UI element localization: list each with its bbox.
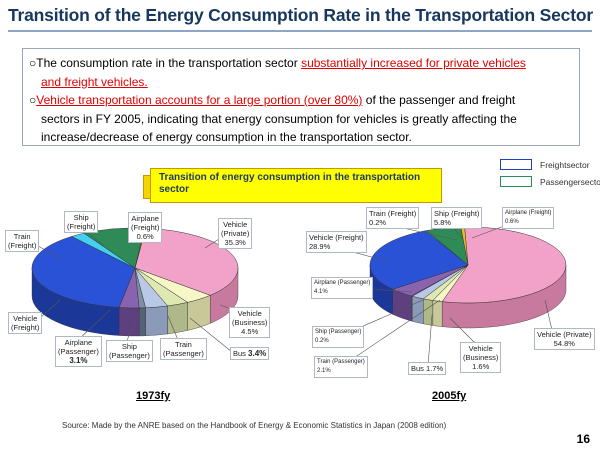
label-1973-bus-value: 3.4% [248, 349, 267, 358]
summary-paragraph-2-line3: increase/decrease of energy consumption … [41, 130, 412, 144]
summary-paragraph-1b: and freight vehicles. [29, 73, 573, 92]
label-1973-airplane-passenger-text: Airplane (Passenger) [58, 338, 99, 356]
label-1973-vehicle-freight-text: Vehicle (Freight) [11, 314, 40, 332]
label-2005-train-freight: Train (Freight) 0.2% [366, 207, 420, 229]
label-1973-airplane-passenger: Airplane (Passenger) 3.1% [55, 336, 102, 367]
pie-2005-side-vehicle-business [432, 300, 443, 327]
leader-line [87, 232, 104, 246]
source-note: Source: Made by the ANRE based on the Ha… [62, 421, 447, 430]
label-1973-vehicle-freight: Vehicle (Freight) [8, 312, 43, 334]
leader-line [544, 299, 553, 331]
pie-2005-pie [369, 226, 567, 329]
pie-1973-side-train-passenger [145, 305, 168, 336]
label-2005-airplane-passenger: Airplane (Passenger) 4.1% [311, 277, 374, 299]
legend-swatch-freight [500, 159, 532, 170]
pie-1973-pie [31, 227, 239, 337]
label-1973-vehicle-business: Vehicle (Business) 4.5% [229, 307, 271, 338]
label-2005-vehicle-private: Vehicle (Private) 54.8% [534, 328, 595, 350]
label-1973-train-freight-text: Train (Freight) [8, 232, 37, 250]
legend-swatch-passenger [500, 176, 532, 187]
label-2005-ship-freight-text: Ship (Freight) 5.8% [434, 209, 480, 227]
summary-p2-highlight: Vehicle transportation accounts for a la… [36, 93, 363, 107]
sector-legend: Freightsector Passengersector [500, 156, 600, 190]
label-1973-airplane-freight-text: Airplane (Freight) [131, 214, 160, 232]
leader-line [77, 309, 111, 341]
year-label-2005: 2005fy [432, 390, 467, 402]
chart-callout: Transition of energy consumption in the … [150, 168, 442, 203]
leader-line [167, 315, 179, 341]
summary-p1-highlight-2: and freight vehicles. [41, 74, 148, 89]
legend-item-passenger: Passengersector [500, 173, 600, 190]
pie-1973-pie-tops [31, 227, 239, 309]
label-2005-vehicle-business-text: Vehicle (Business) 1.6% [463, 344, 499, 371]
label-2005-ship-passenger: Ship (Passenger) 0.2% [312, 326, 365, 348]
summary-paragraph-2-line2: sectors in FY 2005, indicating that ener… [41, 111, 517, 126]
label-2005-train-freight-text: Train (Freight) 0.2% [369, 209, 417, 227]
leader-line [39, 299, 61, 319]
label-1973-bus: Bus 3.4% [230, 347, 270, 360]
summary-textbox: ○The consumption rate in the transportat… [22, 48, 580, 146]
label-2005-ship-passenger-text: Ship (Passenger) 0.2% [315, 329, 362, 344]
pie-1973-slice-vehicle-freight [31, 236, 136, 308]
title-divider [8, 30, 592, 32]
page-number: 16 [576, 432, 590, 446]
label-2005-bus-value: 1.7% [426, 364, 444, 373]
summary-p2-bullet: ○ [29, 93, 37, 107]
label-1973-vehicle-business-value: 4.5% [241, 327, 259, 336]
label-1973-vehicle-business-text: Vehicle (Business) [232, 309, 268, 327]
label-1973-bus-text: Bus [233, 349, 246, 358]
label-1973-airplane-passenger-value: 3.1% [69, 356, 88, 365]
label-1973-vehicle-private-text: Vehicle (Private) [221, 220, 250, 238]
label-1973-train-freight: Train (Freight) [5, 230, 40, 252]
label-1973-ship-passenger-text: Ship (Passenger) [109, 342, 150, 360]
label-2005-airplane-freight-text: Airplane (Freight) 0.6% [505, 210, 552, 225]
label-1973-ship-freight: Ship (Freight) [64, 211, 99, 233]
label-2005-vehicle-freight-text: Vehicle (Freight) 28.9% [309, 233, 364, 251]
year-label-1973: 1973fy [136, 390, 171, 402]
label-1973-airplane-freight-value: 0.6% [136, 232, 154, 241]
page-title: Transition of the Energy Consumption Rat… [8, 5, 593, 25]
summary-paragraph-1: ○The consumption rate in the transportat… [29, 54, 573, 73]
label-1973-ship-passenger: Ship (Passenger) [106, 340, 153, 362]
label-2005-bus-text: Bus [411, 364, 424, 373]
pie-1973-side-airplane-passenger [118, 307, 140, 337]
label-1973-vehicle-private-value: 35.3% [224, 238, 246, 247]
leader-line [37, 245, 61, 259]
leader-line [344, 299, 441, 365]
pie-1973-side-bus [167, 302, 188, 335]
summary-paragraph-2: ○Vehicle transportation accounts for a l… [29, 91, 573, 110]
label-2005-bus: Bus 1.7% [408, 362, 447, 375]
leader-line [427, 314, 433, 367]
label-1973-train-passenger-text: Train (Passenger) [163, 340, 204, 358]
summary-p1-prefix: ○The consumption rate in the transportat… [29, 56, 302, 70]
label-2005-vehicle-private-text: Vehicle (Private) 54.8% [537, 330, 592, 348]
pie-1973-side-ship-passenger [138, 307, 146, 337]
label-1973-airplane-freight: Airplane (Freight) 0.6% [128, 212, 163, 243]
label-2005-airplane-passenger-text: Airplane (Passenger) 4.1% [314, 280, 371, 295]
label-2005-ship-freight: Ship (Freight) 5.8% [431, 207, 483, 229]
label-2005-airplane-freight: Airplane (Freight) 0.6% [502, 207, 555, 229]
pie-1973-slice-vehicle-private [134, 227, 239, 296]
pie-1973-pie-sides [31, 267, 239, 337]
label-1973-vehicle-private: Vehicle (Private) 35.3% [218, 218, 253, 249]
label-1973-ship-freight-text: Ship (Freight) [67, 213, 96, 231]
pie-2005-pie-tops [369, 226, 567, 304]
label-2005-vehicle-freight: Vehicle (Freight) 28.9% [306, 231, 367, 253]
summary-p2-rest: of the passenger and freight [362, 93, 516, 107]
leader-line [189, 317, 233, 353]
label-2005-train-passenger-text: Train (Passenger) 2.1% [317, 359, 365, 374]
label-2005-vehicle-business: Vehicle (Business) 1.6% [460, 342, 502, 373]
legend-item-freight: Freightsector [500, 156, 600, 173]
leader-line [449, 317, 479, 347]
summary-p1-highlight: substantially increased for private vehi… [301, 56, 526, 70]
label-1973-train-passenger: Train (Passenger) [160, 338, 207, 360]
legend-label-freight: Freightsector [540, 159, 590, 170]
label-2005-train-passenger: Train (Passenger) 2.1% [314, 356, 368, 378]
pie-2005-slice-vehicle-private [441, 226, 567, 304]
legend-label-passenger: Passengersector [540, 176, 600, 187]
